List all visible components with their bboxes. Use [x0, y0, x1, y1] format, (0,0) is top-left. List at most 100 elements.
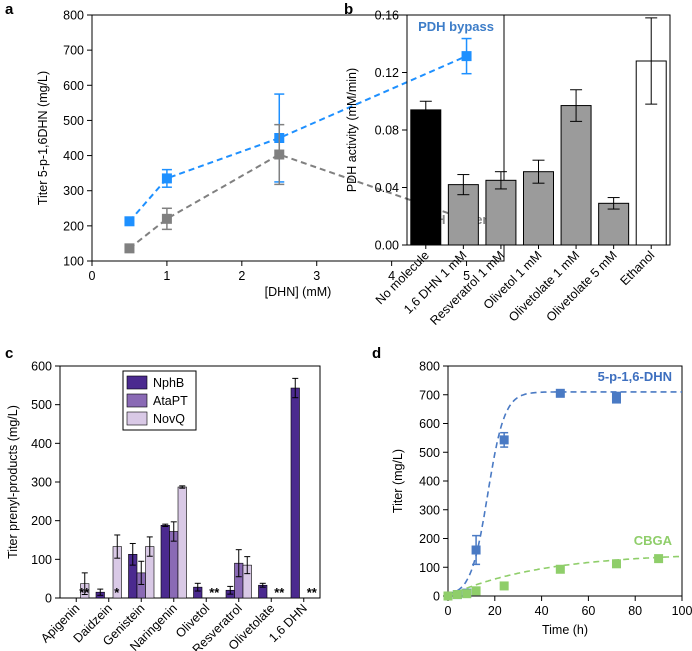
significance-marker: **	[274, 585, 285, 600]
y-tick-label: 200	[419, 532, 440, 546]
data-point	[555, 388, 565, 398]
fit-curve	[447, 391, 682, 595]
chart-panel-c: 0 100 200 300 400 500 600 Titer prenyl-products…	[6, 360, 321, 651]
fit-curve	[447, 555, 683, 597]
bar	[560, 105, 592, 246]
y-tick-label: 300	[63, 184, 84, 198]
legend-label: CBGA	[634, 533, 673, 548]
data-point	[124, 243, 135, 254]
x-tick-label: 2	[238, 269, 245, 283]
legend-label: AtaPT	[153, 394, 188, 408]
y-tick-label: 500	[63, 114, 84, 128]
x-tick-label: 1	[163, 269, 170, 283]
panel-label-b: b	[344, 1, 353, 18]
x-tick-label: 4	[388, 269, 395, 283]
y-tick-label: 0	[433, 590, 440, 604]
legend-swatch	[126, 393, 148, 408]
x-tick-label: 100	[672, 604, 692, 618]
bar	[598, 202, 630, 246]
y-axis-label: Titer 5-p-1,6DHN (mg/L)	[36, 71, 50, 205]
significance-marker: *	[114, 585, 120, 600]
data-point	[471, 586, 481, 596]
data-point	[499, 581, 509, 591]
x-tick-label: 3	[313, 269, 320, 283]
data-point	[654, 554, 664, 564]
panel-label-d: d	[372, 345, 381, 362]
chart-panel-d: 0 20 40 60 80 100 0 100 200 300 400 500 600 700 800 Tim…	[391, 360, 692, 638]
y-tick-label: 400	[31, 437, 52, 451]
y-tick-label: 0.16	[375, 9, 399, 23]
bar	[177, 486, 187, 599]
y-tick-label: 500	[31, 398, 52, 412]
y-tick-label: 800	[63, 9, 84, 23]
plot-frame	[91, 14, 505, 262]
y-tick-label: 0.04	[375, 181, 399, 195]
x-tick-label: 60	[581, 604, 595, 618]
x-tick-label: Olivetolate 5 mM	[544, 248, 620, 324]
x-tick-label: 80	[628, 604, 642, 618]
data-point	[611, 391, 621, 401]
plot-frame	[447, 365, 683, 597]
y-tick-label: 400	[63, 149, 84, 163]
bar	[160, 525, 170, 599]
significance-marker: **	[307, 585, 318, 600]
y-tick-label: 600	[31, 360, 52, 374]
x-axis-label: [DHN] (mM)	[265, 285, 332, 299]
y-axis-label: Titer prenyl-products (mg/L)	[6, 405, 20, 559]
legend-swatch	[126, 411, 148, 426]
panel-label-c: c	[5, 345, 13, 362]
bar	[410, 109, 442, 246]
y-tick-label: 600	[63, 79, 84, 93]
data-point	[555, 564, 565, 574]
series-line	[128, 153, 467, 250]
y-tick-label: 700	[419, 388, 440, 402]
x-tick-label: 40	[535, 604, 549, 618]
y-tick-label: 400	[419, 475, 440, 489]
data-point	[161, 173, 172, 184]
y-tick-label: 200	[31, 514, 52, 528]
data-point	[443, 591, 453, 601]
data-point	[274, 149, 285, 160]
data-point	[124, 216, 135, 227]
data-point	[452, 590, 462, 600]
chart-panel-a: 0 1 2 3 4 5 100 200 300 400 500 600 700 800 [DHN] (mM)…	[36, 9, 505, 299]
y-tick-label: 100	[31, 553, 52, 567]
data-point	[161, 213, 172, 224]
x-tick-label: Ethanol	[617, 248, 657, 288]
y-tick-label: 800	[419, 360, 440, 374]
y-axis-label: PDH activity (mM/min)	[345, 68, 359, 192]
y-tick-label: 300	[419, 503, 440, 517]
data-point	[471, 545, 481, 555]
x-tick-label: 20	[488, 604, 502, 618]
x-tick-label: 5	[463, 269, 470, 283]
legend-label: NovQ	[153, 412, 185, 426]
x-axis-label: Time (h)	[542, 623, 588, 637]
significance-marker: **	[209, 585, 220, 600]
y-axis-label: Titer (mg/L)	[391, 449, 405, 513]
data-point	[611, 559, 621, 569]
y-tick-label: 300	[31, 476, 52, 490]
legend-label: PDH bypass	[418, 19, 494, 34]
legend-label: 5-p-1,6-DHN	[598, 369, 672, 384]
legend-label: NphB	[153, 376, 184, 390]
x-tick-label: 0	[445, 604, 452, 618]
y-tick-label: 700	[63, 44, 84, 58]
y-tick-label: 500	[419, 446, 440, 460]
y-tick-label: 0.08	[375, 124, 399, 138]
y-tick-label: 100	[63, 255, 84, 269]
bar	[290, 387, 300, 599]
x-tick-label: 0	[89, 269, 96, 283]
significance-marker: **	[79, 585, 90, 600]
y-tick-label: 600	[419, 417, 440, 431]
y-tick-label: 100	[419, 561, 440, 575]
y-tick-label: 0	[45, 592, 52, 606]
panel-label-a: a	[5, 1, 14, 18]
y-tick-label: 0.00	[375, 239, 399, 253]
legend-swatch	[126, 375, 148, 390]
y-tick-label: 200	[63, 219, 84, 233]
data-point	[461, 51, 472, 62]
y-tick-label: 0.12	[375, 66, 399, 80]
bar	[485, 179, 517, 246]
data-point	[462, 589, 472, 599]
